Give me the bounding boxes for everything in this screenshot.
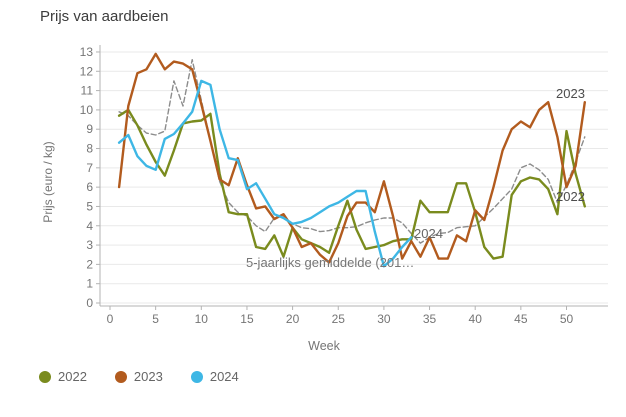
series-line-2023	[117, 52, 586, 264]
x-tick-label: 0	[107, 312, 114, 326]
x-tick-label: 20	[286, 312, 300, 326]
x-tick-label: 5	[152, 312, 159, 326]
series-line-2022	[117, 108, 586, 260]
legend-dot-2023-icon	[114, 370, 127, 383]
y-tick-label: 1	[86, 277, 93, 291]
legend-dot-2022-icon	[39, 370, 51, 383]
series-end-label-2022: 2022	[556, 189, 585, 204]
x-tick-label: 50	[560, 312, 574, 326]
chart-legend: 2022 2023 2024	[39, 369, 239, 384]
y-tick-label: 13	[80, 45, 94, 59]
legend-item-2024[interactable]: 2024	[190, 369, 239, 384]
x-tick-label: 30	[377, 312, 391, 326]
series-line-5-jaarlijks-gemiddelde	[118, 59, 586, 244]
average-line-annotation: 5-jaarlijks gemiddelde (201…	[246, 255, 415, 270]
y-tick-label: 2	[86, 257, 93, 271]
y-tick-label: 0	[86, 296, 93, 310]
y-tick-label: 7	[86, 161, 93, 175]
page-title: Prijs van aardbeien	[40, 8, 169, 25]
y-tick-label: 11	[81, 84, 94, 98]
legend-label-2022: 2022	[58, 369, 87, 384]
legend-item-2022[interactable]: 2022	[39, 369, 87, 384]
legend-label-2023: 2023	[133, 369, 163, 384]
y-tick-label: 12	[80, 64, 94, 78]
series-end-label-2023: 2023	[556, 86, 585, 101]
x-tick-label: 35	[423, 312, 437, 326]
legend-label-2024: 2024	[209, 369, 239, 384]
legend-item-2023[interactable]: 2023	[114, 369, 163, 384]
y-tick-label: 5	[86, 199, 93, 213]
legend-dot-2024-icon	[190, 370, 203, 383]
y-tick-label: 9	[86, 122, 93, 136]
y-tick-label: 10	[80, 103, 94, 117]
x-tick-label: 15	[240, 312, 254, 326]
series-end-label-2024: 2024	[414, 226, 443, 241]
x-tick-label: 10	[195, 312, 209, 326]
y-tick-label: 3	[86, 238, 93, 252]
y-tick-label: 6	[86, 180, 93, 194]
y-tick-label: 4	[86, 219, 93, 233]
x-tick-label: 25	[332, 312, 346, 326]
series-line-2024	[117, 79, 413, 268]
x-axis-label: Week	[308, 339, 340, 353]
x-tick-label: 40	[469, 312, 483, 326]
x-tick-label: 45	[514, 312, 528, 326]
y-tick-label: 8	[86, 142, 93, 156]
